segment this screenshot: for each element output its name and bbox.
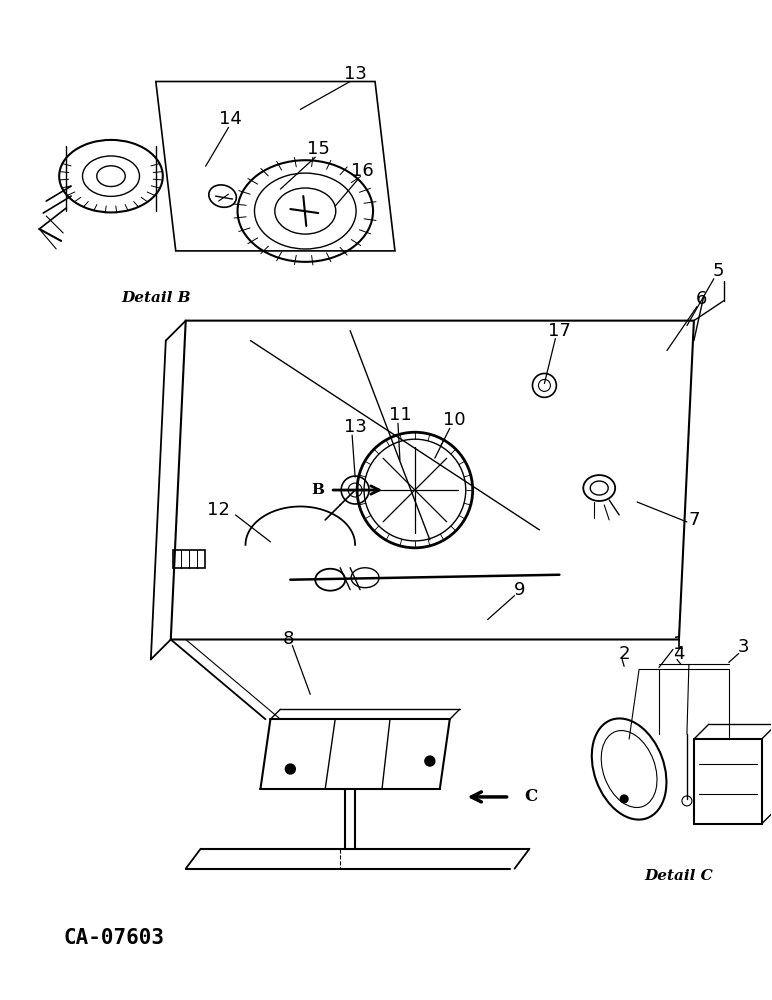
Text: 13: 13 (344, 418, 367, 436)
Circle shape (620, 795, 628, 803)
Text: 4: 4 (673, 645, 685, 663)
Circle shape (425, 756, 435, 766)
Text: 2: 2 (618, 645, 630, 663)
Text: 15: 15 (306, 140, 330, 158)
Text: 14: 14 (219, 110, 242, 128)
Text: 16: 16 (350, 162, 374, 180)
Text: 8: 8 (283, 630, 294, 648)
Text: 1: 1 (673, 635, 685, 653)
Text: 3: 3 (738, 638, 750, 656)
Text: 10: 10 (443, 411, 466, 429)
Text: C: C (524, 788, 538, 805)
Text: 5: 5 (713, 262, 725, 280)
Text: Detail B: Detail B (121, 291, 191, 305)
Text: CA-07603: CA-07603 (63, 928, 164, 948)
Text: 12: 12 (207, 501, 230, 519)
Text: B: B (312, 483, 325, 497)
Text: 17: 17 (548, 322, 571, 340)
Text: 13: 13 (344, 65, 367, 83)
Text: 9: 9 (514, 581, 525, 599)
Text: 7: 7 (688, 511, 699, 529)
Text: 11: 11 (388, 406, 411, 424)
Text: Detail C: Detail C (645, 869, 713, 883)
Text: 6: 6 (696, 290, 708, 308)
Circle shape (286, 764, 296, 774)
